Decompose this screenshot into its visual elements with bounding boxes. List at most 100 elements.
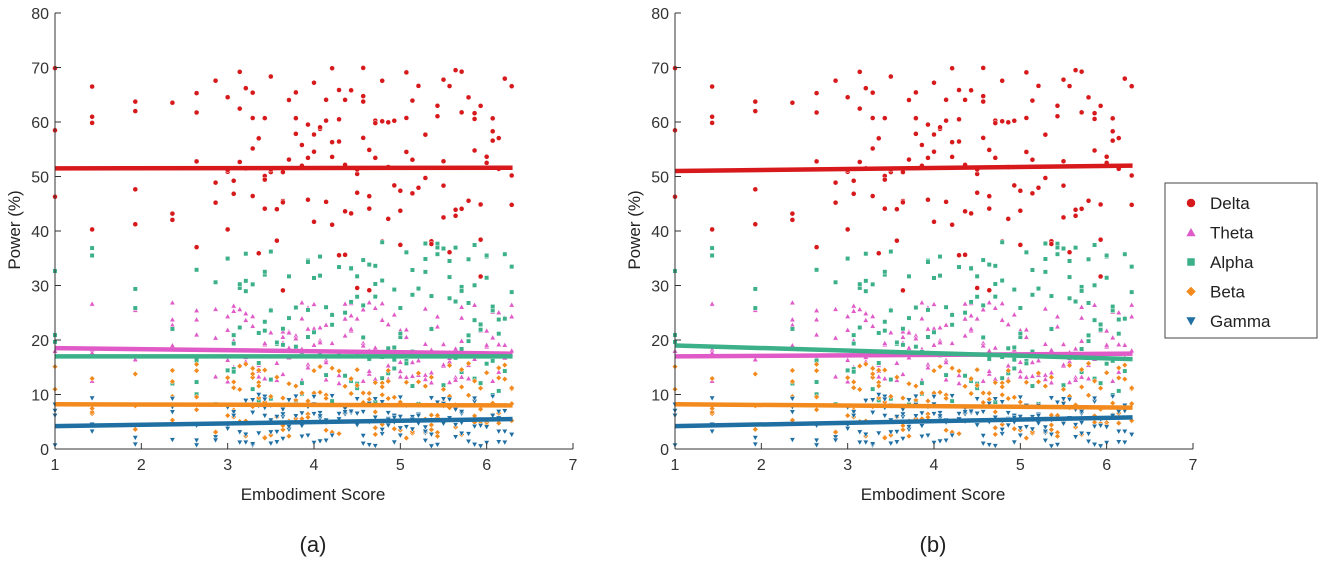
data-point-gamma xyxy=(1005,410,1012,417)
data-point-theta xyxy=(403,326,410,333)
data-point-theta xyxy=(353,315,361,322)
data-point-alpha xyxy=(1086,338,1092,344)
data-point-alpha xyxy=(453,299,459,305)
data-point-theta xyxy=(292,335,300,341)
data-point-gamma xyxy=(936,413,944,420)
data-point-gamma xyxy=(285,397,293,404)
data-point-alpha xyxy=(237,325,243,331)
data-point-theta xyxy=(1054,313,1061,320)
data-point-alpha xyxy=(379,375,385,381)
data-point-beta xyxy=(992,379,999,386)
data-point-beta xyxy=(458,383,465,391)
data-point-gamma xyxy=(1054,442,1061,449)
data-point-delta xyxy=(508,202,515,208)
data-point-alpha xyxy=(888,307,894,313)
data-point-gamma xyxy=(789,437,796,444)
panel-b-xlabel: Embodiment Score xyxy=(861,485,1006,504)
data-point-delta xyxy=(286,156,292,163)
legend-label: Beta xyxy=(1210,283,1246,302)
data-point-delta xyxy=(440,76,447,83)
data-point-beta xyxy=(495,374,502,381)
data-point-gamma xyxy=(1017,394,1024,401)
data-point-theta xyxy=(230,307,237,314)
data-point-delta xyxy=(89,226,95,233)
data-point-alpha xyxy=(502,251,508,257)
data-point-beta xyxy=(310,367,318,374)
data-point-gamma xyxy=(979,441,987,447)
data-point-delta xyxy=(752,108,759,114)
data-point-theta xyxy=(224,313,231,319)
data-point-delta xyxy=(1128,172,1135,179)
data-point-delta xyxy=(875,250,882,257)
data-point-beta xyxy=(752,370,759,378)
x-tick-label: 3 xyxy=(843,457,852,474)
data-point-alpha xyxy=(956,264,962,270)
data-point-alpha xyxy=(962,310,968,316)
data-point-gamma xyxy=(409,426,416,433)
data-point-delta xyxy=(856,105,863,112)
data-point-alpha xyxy=(1079,288,1085,294)
data-point-beta xyxy=(992,408,999,416)
data-point-beta xyxy=(471,377,478,385)
data-point-alpha xyxy=(863,278,869,284)
data-point-delta xyxy=(882,115,888,121)
data-point-delta xyxy=(280,169,286,175)
data-point-gamma xyxy=(255,392,262,399)
data-point-alpha xyxy=(913,305,919,311)
data-point-alpha xyxy=(1086,300,1092,306)
data-point-gamma xyxy=(397,394,404,401)
data-point-alpha xyxy=(870,281,876,287)
data-point-gamma xyxy=(899,436,907,443)
data-point-delta xyxy=(980,135,986,141)
data-point-delta xyxy=(489,115,496,122)
data-point-theta xyxy=(372,304,379,311)
data-point-beta xyxy=(899,394,907,402)
data-point-beta xyxy=(242,360,249,368)
data-point-theta xyxy=(789,316,796,323)
data-point-gamma xyxy=(832,434,839,441)
data-point-delta xyxy=(508,172,515,179)
data-point-gamma xyxy=(169,409,176,416)
data-point-gamma xyxy=(273,429,281,436)
data-point-alpha xyxy=(466,256,472,262)
data-point-beta xyxy=(328,365,336,372)
data-point-alpha xyxy=(231,341,237,346)
data-point-theta xyxy=(844,356,851,363)
data-point-beta xyxy=(224,374,231,381)
data-point-delta xyxy=(262,176,268,183)
data-point-delta xyxy=(483,160,490,166)
data-point-theta xyxy=(1115,341,1122,347)
data-point-alpha xyxy=(931,275,937,281)
data-point-gamma xyxy=(372,396,379,403)
data-point-theta xyxy=(298,299,306,306)
data-point-alpha xyxy=(925,307,931,313)
data-point-delta xyxy=(471,116,478,122)
data-point-gamma xyxy=(230,409,237,416)
data-point-alpha xyxy=(1017,305,1023,311)
data-point-alpha xyxy=(1011,357,1017,363)
data-point-delta xyxy=(1029,190,1036,197)
data-point-delta xyxy=(962,252,968,258)
data-point-delta xyxy=(980,98,986,105)
data-point-delta xyxy=(489,128,496,135)
data-point-theta xyxy=(986,299,993,305)
data-point-delta xyxy=(89,83,95,90)
data-point-alpha xyxy=(968,299,974,305)
data-point-delta xyxy=(224,94,231,101)
data-point-gamma xyxy=(1048,395,1055,402)
data-point-alpha xyxy=(882,319,888,325)
data-point-delta xyxy=(1103,153,1110,160)
data-point-beta xyxy=(1035,369,1042,377)
data-point-theta xyxy=(1072,376,1079,383)
data-point-gamma xyxy=(992,396,999,403)
data-point-delta xyxy=(813,158,820,165)
data-point-alpha xyxy=(1098,327,1104,333)
data-point-delta xyxy=(434,113,441,119)
data-point-gamma xyxy=(1054,399,1061,406)
data-point-delta xyxy=(986,205,993,212)
data-point-beta xyxy=(912,382,920,390)
data-point-beta xyxy=(347,375,355,382)
data-point-beta xyxy=(936,363,944,370)
data-point-delta xyxy=(789,210,796,217)
data-point-delta xyxy=(832,179,839,186)
